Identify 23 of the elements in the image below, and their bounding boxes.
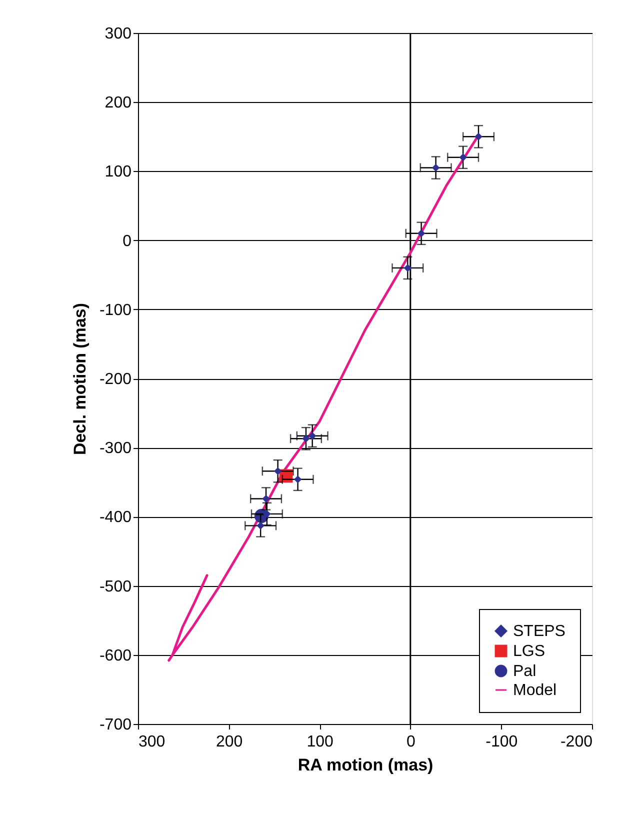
y-axis-title: Decl. motion (mas) [70,302,90,456]
x-tick-label: -100 [486,734,518,750]
x-tick-label: 300 [138,734,166,750]
y-tick-label: -300 [99,440,132,458]
legend-label: LGS [513,643,546,660]
y-tick-label: 300 [104,26,132,42]
y-tick-label: -600 [99,647,132,664]
y-tick-label: 200 [104,94,132,112]
x-tick-label: 200 [216,734,243,750]
x-tick-label: -200 [560,734,593,750]
y-tick-label: -200 [99,371,132,388]
x-tick-label: 100 [306,734,334,750]
x-tick-label: 0 [406,734,416,750]
x-axis-title: RA motion (mas) [298,756,434,774]
y-tick-label: -100 [99,302,132,319]
y-tick-label: -500 [99,578,132,596]
y-tick-label: -400 [99,509,132,526]
y-tick-label: 0 [122,232,132,250]
y-tick-label: -700 [99,716,132,734]
legend-label: STEPS [513,623,566,640]
legend-label: Pal [513,663,536,680]
y-tick-label: 100 [104,164,132,181]
legend-label: Model [513,682,557,699]
